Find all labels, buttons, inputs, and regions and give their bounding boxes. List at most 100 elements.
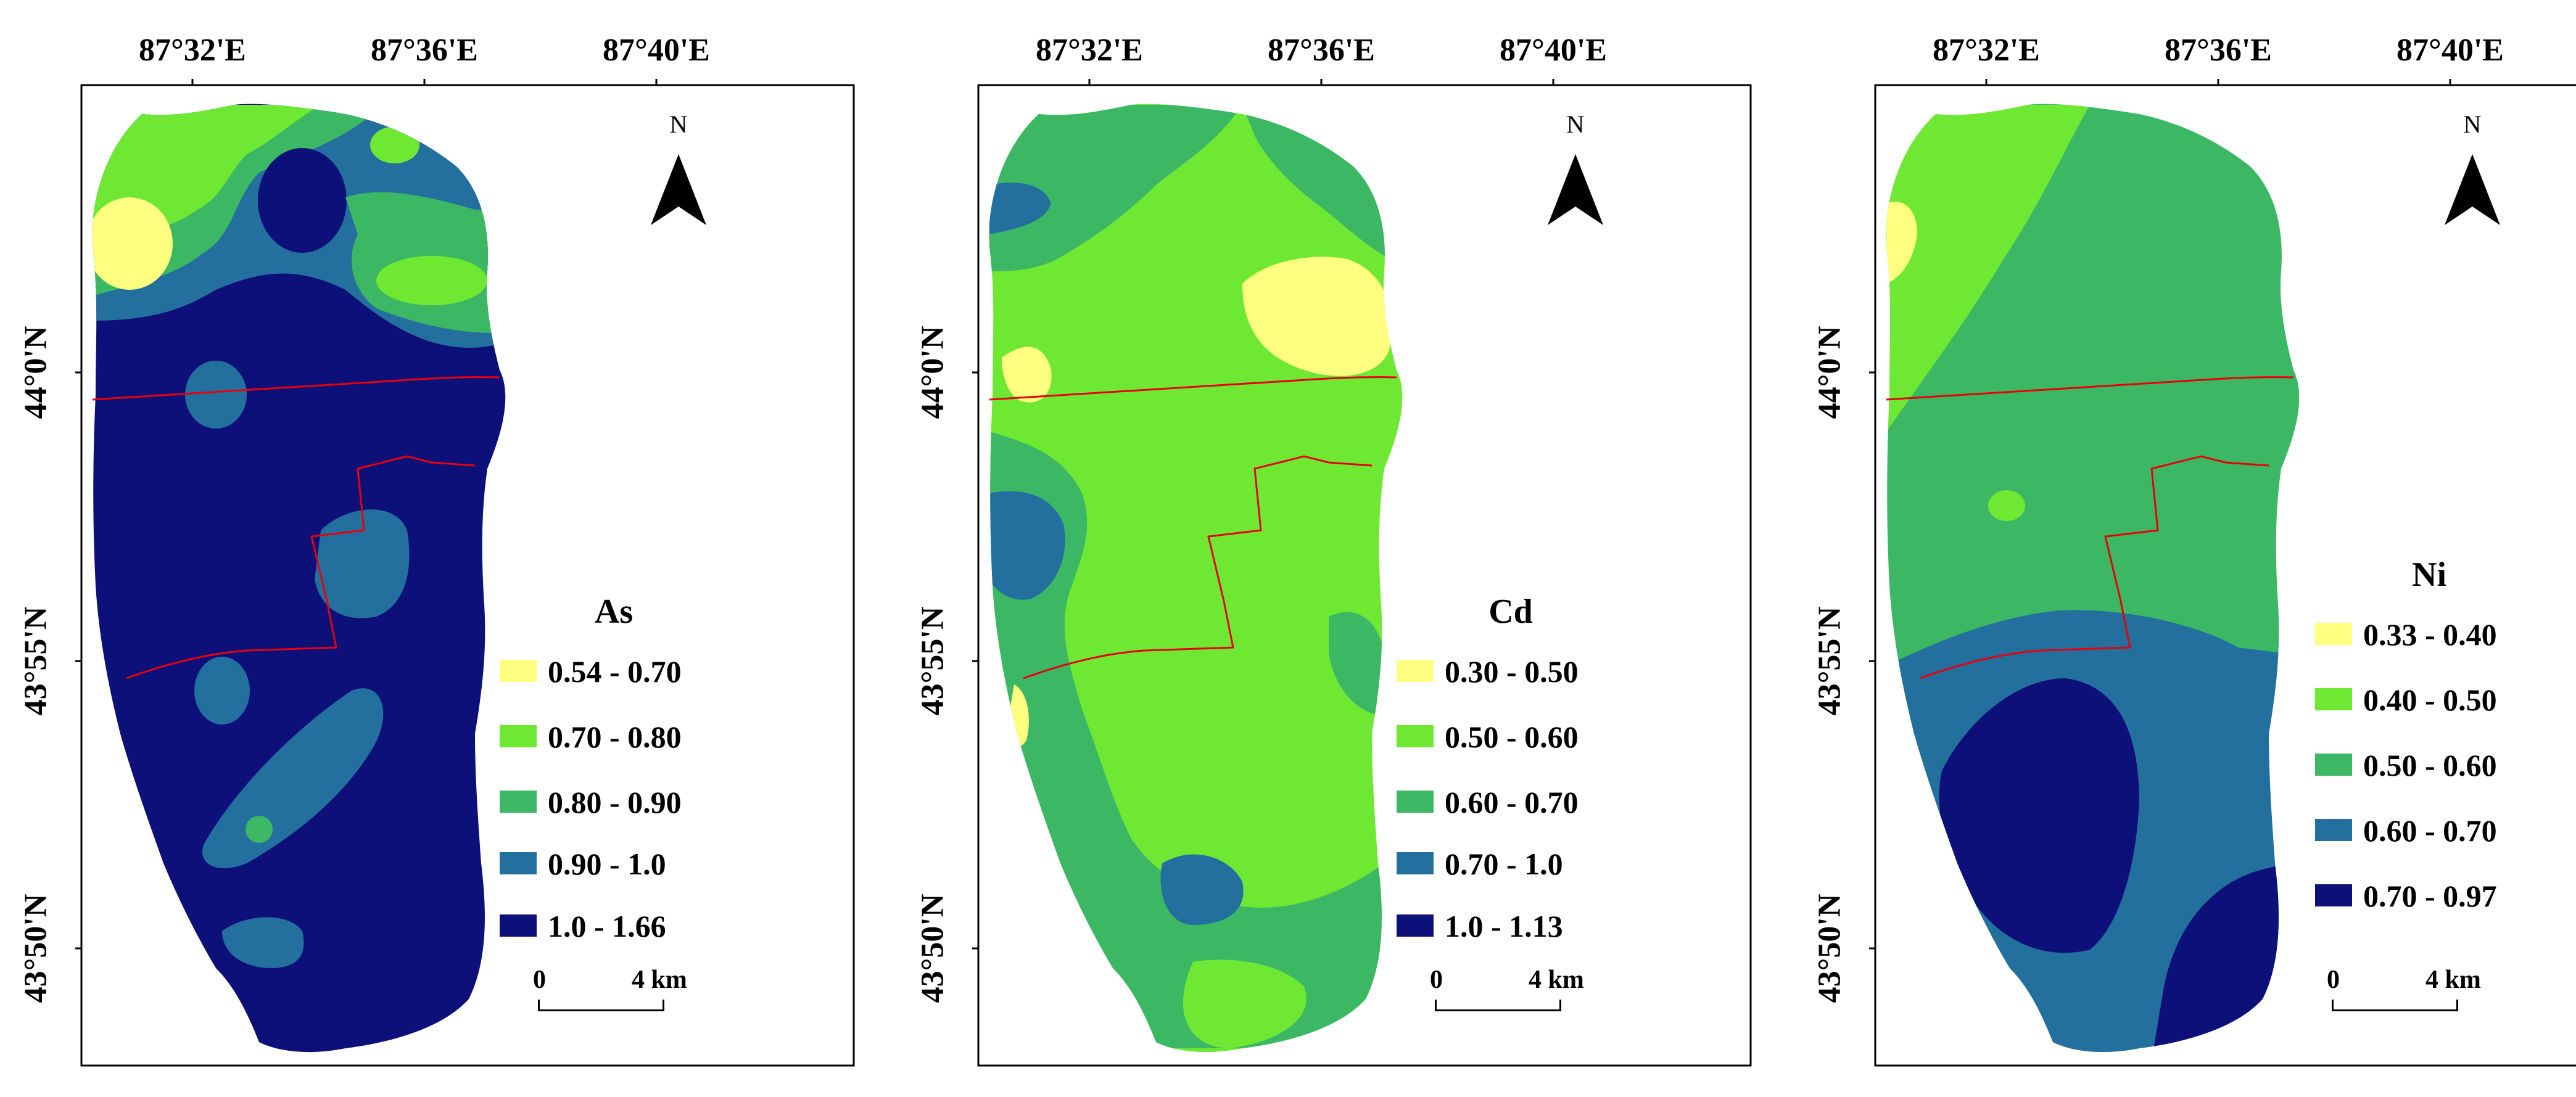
cd-zone-0.6-0.7-south <box>989 432 1384 1048</box>
ni-map-canvas <box>1869 79 2576 1067</box>
lat-label: 44°0'N <box>915 326 951 419</box>
scale-tick <box>663 1000 664 1011</box>
legend-swatch <box>500 914 537 937</box>
legend-swatch <box>2315 688 2352 710</box>
ni-boundary-south <box>1920 455 2269 680</box>
legend-swatch <box>500 791 537 813</box>
legend-swatch <box>2315 884 2352 906</box>
lon-label: 87°32'E <box>139 33 246 68</box>
legend-swatch <box>500 725 537 747</box>
as-boundary-north <box>92 376 500 401</box>
scale-zero-label: 0 <box>2327 966 2340 994</box>
ni-map-frame <box>1874 84 2576 1067</box>
scale-zero-label: 0 <box>533 966 546 994</box>
as-zone-0.9-1.0-spot <box>222 917 304 968</box>
north-indicator: N <box>1542 110 1609 141</box>
cd-zone-0.5-0.6-south <box>1183 959 1307 1048</box>
as-zone-0.8-0.9-spot <box>246 816 273 843</box>
north-indicator: N <box>2438 110 2506 141</box>
scale-tick <box>1435 1000 1437 1011</box>
cd-north-arrow-icon <box>1548 154 1603 225</box>
scale-end-label: 4 km <box>2425 966 2481 994</box>
lat-label: 43°55'N <box>915 606 951 716</box>
legend-swatch <box>1397 914 1434 937</box>
as-map-canvas <box>75 79 855 1067</box>
lat-label: 43°50'N <box>1812 894 1847 1003</box>
legend-label: 0.33 - 0.40 <box>2363 617 2497 652</box>
scale-end-label: 4 km <box>1529 966 1584 994</box>
lat-label: 43°55'N <box>18 606 54 716</box>
lon-label: 87°40'E <box>1500 33 1607 68</box>
legend-label: 0.70 - 0.80 <box>548 720 682 754</box>
legend-label: 0.50 - 0.60 <box>2363 748 2497 783</box>
legend-title: Cd <box>1488 593 1533 631</box>
scale-tick <box>2332 1000 2334 1011</box>
legend-label: 0.80 - 0.90 <box>548 785 682 820</box>
legend-swatch <box>1397 852 1434 874</box>
cd-boundary-north <box>989 376 1397 401</box>
legend-label: 1.0 - 1.13 <box>1445 909 1563 943</box>
legend-label: 0.60 - 0.70 <box>2363 813 2497 848</box>
legend-label: 0.50 - 0.60 <box>1445 720 1579 754</box>
legend-swatch <box>500 852 537 874</box>
legend-label: 0.60 - 0.70 <box>1445 785 1579 820</box>
as-zone-0.7-0.8-east <box>376 256 487 305</box>
legend-title: As <box>594 593 634 631</box>
north-letter: N <box>1566 110 1585 138</box>
as-zone-0.7-0.8-top <box>370 126 419 163</box>
legend-label: 0.40 - 0.50 <box>2363 683 2497 717</box>
map-panel-as: 87°32'E 87°36'E 87°40'E 44°0'N 43°55'N 4… <box>0 0 859 1097</box>
map-panel-ni: 87°32'E 87°36'E 87°40'E 44°0'N 43°55'N 4… <box>1794 0 2576 1097</box>
ni-north-arrow-icon <box>2445 154 2500 225</box>
lon-label: 87°32'E <box>1036 33 1143 68</box>
ni-zone-0.4-0.5-spot <box>1988 490 2025 521</box>
cd-zone-0.7-1.0-west <box>989 491 1065 600</box>
north-letter: N <box>2463 110 2482 138</box>
scale-tick <box>1559 1000 1561 1011</box>
as-zone-0.9-1.0-sw <box>194 657 250 725</box>
lon-label: 87°36'E <box>371 33 478 68</box>
legend-label: 0.70 - 0.97 <box>2363 879 2497 913</box>
cd-zone-0.6-0.7-east <box>1329 612 1384 715</box>
legend-label: 0.30 - 0.50 <box>1445 654 1579 689</box>
as-zone-0.9-1.0-west <box>185 361 247 429</box>
legend-swatch <box>1397 660 1434 682</box>
lat-label: 43°50'N <box>18 894 54 1003</box>
as-map-frame <box>80 84 855 1067</box>
scale-zero-label: 0 <box>1430 966 1443 994</box>
legend-swatch <box>1397 725 1434 747</box>
as-zone-0.9-1.0-center <box>315 509 410 618</box>
north-indicator: N <box>645 110 712 141</box>
lat-label: 43°50'N <box>915 894 951 1003</box>
map-panel-cd: 87°32'E 87°36'E 87°40'E 44°0'N 43°55'N 4… <box>897 0 1756 1097</box>
legend-swatch <box>500 660 537 682</box>
lon-label: 87°36'E <box>2165 33 2272 68</box>
legend-title: Ni <box>2412 556 2446 594</box>
legend-label: 0.70 - 1.0 <box>1445 847 1563 881</box>
ni-zone-0.7-0.97-sw <box>1939 678 2139 953</box>
scale-tick <box>538 1000 540 1011</box>
cd-zone-0.3-0.5-west <box>1002 347 1052 403</box>
legend-swatch <box>2315 819 2352 841</box>
lat-label: 44°0'N <box>1812 326 1847 419</box>
legend-swatch <box>2315 623 2352 645</box>
cd-zone-0.6-0.7-north <box>989 105 1242 271</box>
cd-map-canvas <box>972 79 1752 1067</box>
legend-swatch <box>1397 791 1434 813</box>
as-zone-high-north <box>258 148 347 253</box>
lon-label: 87°40'E <box>603 33 710 68</box>
legend-label: 1.0 - 1.66 <box>548 909 666 943</box>
cd-zone-0.3-0.5-east <box>1242 257 1392 376</box>
as-north-arrow-icon <box>651 154 706 225</box>
scale-line <box>538 1009 664 1011</box>
legend-swatch <box>2315 754 2352 776</box>
legend-label: 0.90 - 1.0 <box>548 847 666 881</box>
scale-end-label: 4 km <box>632 966 687 994</box>
scale-line <box>2332 1009 2458 1011</box>
legend-label: 0.54 - 0.70 <box>548 654 682 689</box>
scale-tick <box>2456 1000 2458 1011</box>
north-letter: N <box>669 110 688 138</box>
cd-zone-0.7-1.0-north <box>989 183 1051 234</box>
ni-zone-0.4-0.5 <box>1886 105 2090 432</box>
lat-label: 44°0'N <box>18 326 54 419</box>
